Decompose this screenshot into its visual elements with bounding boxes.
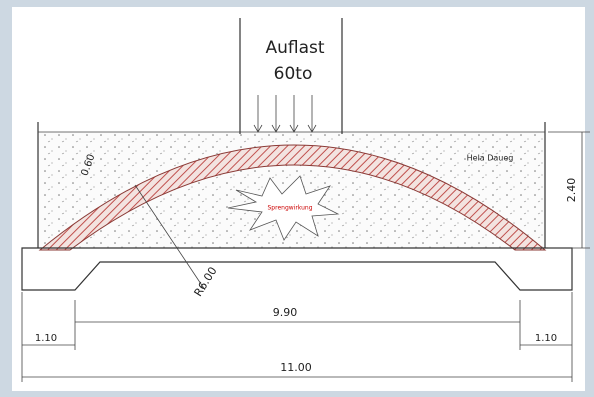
total-label: 11.00: [280, 361, 312, 374]
drawing: Auflast 60to Sprengwirkung Hela Daueg 0.…: [0, 0, 594, 397]
page: Auflast 60to Sprengwirkung Hela Daueg 0.…: [0, 0, 594, 397]
span-label: 9.90: [273, 306, 298, 319]
height-label: 2.40: [565, 178, 578, 203]
fill-label: Hela Daueg: [467, 154, 514, 163]
right-label: 1.10: [535, 333, 557, 344]
left-label: 1.10: [35, 333, 57, 344]
center-label: Sprengwirkung: [268, 205, 313, 212]
load-amount: 60to: [274, 64, 313, 84]
load-title: Auflast: [265, 38, 324, 58]
